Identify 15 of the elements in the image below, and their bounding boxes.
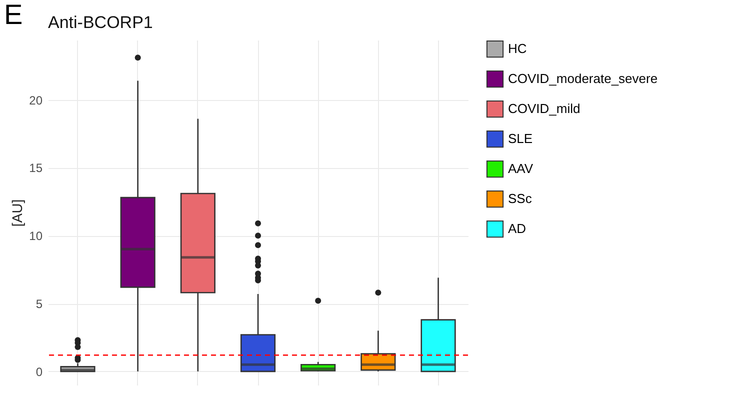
y-axis-title: [AU]: [9, 199, 26, 227]
legend-label: SSc: [508, 191, 532, 206]
legend-label: COVID_moderate_severe: [508, 71, 658, 86]
y-tick-label: 5: [36, 297, 43, 312]
y-tick-label: 10: [29, 229, 43, 244]
legend-label: HC: [508, 41, 527, 56]
chart-title: Anti-BCORP1: [48, 13, 153, 32]
legend-label: SLE: [508, 131, 533, 146]
text: E: [4, 0, 23, 30]
y-tick-label: 0: [36, 364, 43, 379]
legend-label: AAV: [508, 161, 534, 176]
y-tick-label: 15: [29, 161, 43, 176]
legend-label: AD: [508, 221, 526, 236]
y-tick-label: 20: [29, 93, 43, 108]
legend-label: COVID_mild: [508, 101, 580, 116]
